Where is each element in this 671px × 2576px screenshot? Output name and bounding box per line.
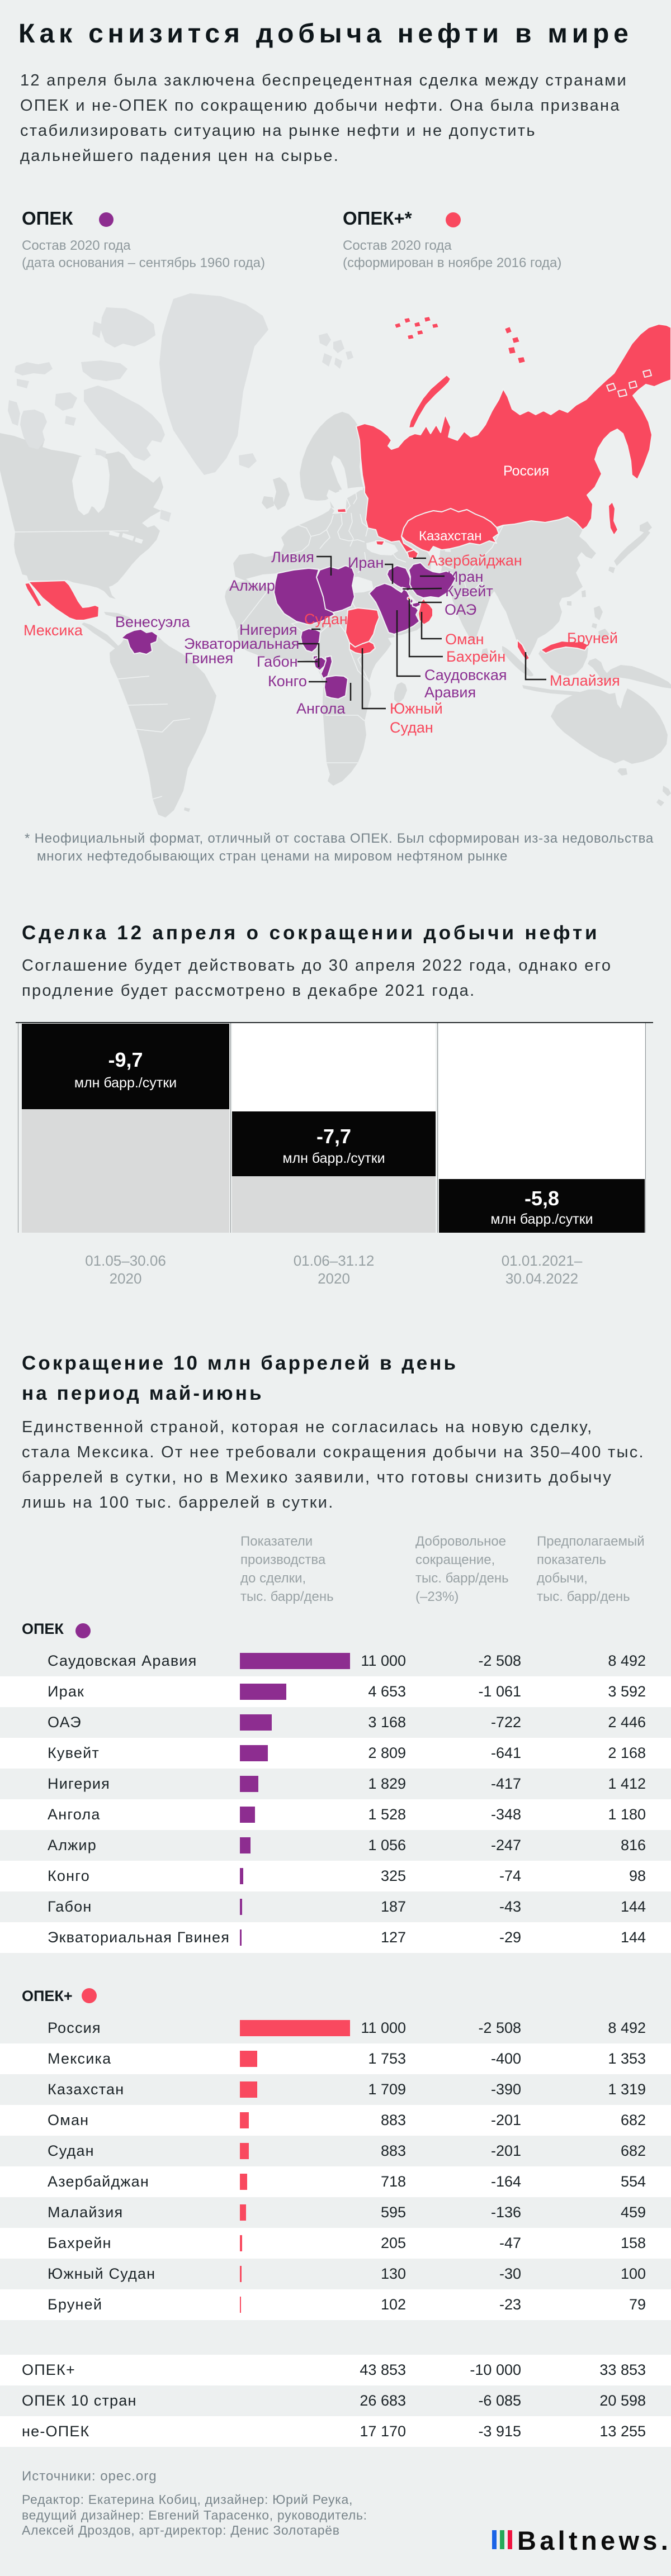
svg-text:Конго: Конго [268, 673, 307, 690]
svg-text:Гвинея: Гвинея [185, 650, 233, 667]
svg-text:Россия: Россия [503, 463, 549, 479]
svg-text:Мексика: Мексика [23, 622, 83, 639]
svg-text:Кувейт: Кувейт [445, 583, 493, 600]
svg-text:Бруней: Бруней [567, 630, 618, 647]
svg-text:Судан: Судан [304, 611, 348, 628]
svg-text:Азербайджан: Азербайджан [428, 552, 522, 569]
svg-text:Малайзия: Малайзия [550, 672, 620, 689]
svg-text:Алжир: Алжир [229, 577, 275, 594]
svg-text:Иран: Иран [348, 554, 384, 571]
svg-text:Казахстан: Казахстан [419, 529, 481, 544]
svg-text:Бахрейн: Бахрейн [446, 648, 505, 665]
svg-text:Южный: Южный [390, 700, 443, 717]
svg-text:Ливия: Ливия [271, 549, 314, 565]
svg-text:Нигерия: Нигерия [239, 621, 297, 638]
svg-text:Иран: Иран [447, 568, 483, 585]
svg-text:Судан: Судан [390, 719, 433, 736]
svg-text:Оман: Оман [445, 631, 484, 648]
svg-text:Экваториальная: Экваториальная [184, 635, 299, 652]
svg-text:Ангола: Ангола [296, 700, 346, 717]
svg-text:Саудовская: Саудовская [424, 667, 507, 683]
svg-text:Венесуэла: Венесуэла [115, 614, 191, 630]
svg-text:ОАЭ: ОАЭ [445, 601, 476, 618]
svg-text:Габон: Габон [257, 653, 298, 670]
svg-text:Аравия: Аравия [424, 684, 476, 701]
